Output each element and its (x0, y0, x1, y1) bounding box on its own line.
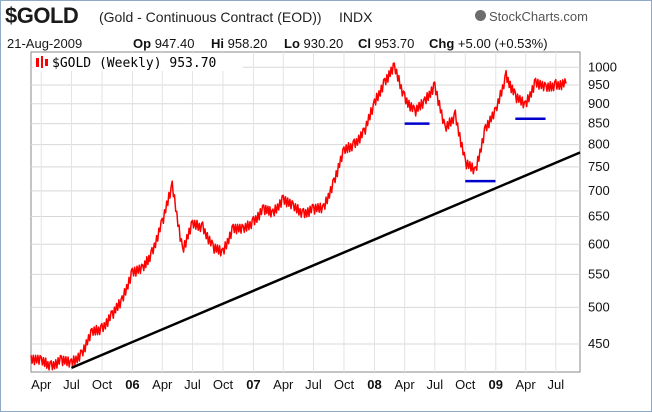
change-quote: Chg +5.00 (+0.53%) (429, 36, 548, 51)
close-label: Cl (358, 36, 371, 51)
series-layer (30, 62, 567, 371)
y-tick-label-2: 550 (588, 266, 610, 281)
y-tick-label-3: 600 (588, 236, 610, 251)
legend-label: $GOLD (Weekly) 953.70 (52, 56, 216, 71)
x-tick-label-16: Apr (516, 377, 537, 392)
high-value: 958.20 (227, 36, 268, 51)
x-tick-label-15: 09 (489, 377, 503, 392)
legend-swatch-icon (36, 56, 48, 68)
x-tick-label-2: Oct (92, 377, 113, 392)
y-tick-label-0: 450 (588, 336, 610, 351)
x-tick-label-17: Jul (547, 377, 564, 392)
symbol-description: (Gold - Continuous Contract (EOD)) (99, 9, 322, 25)
x-tick-label-13: Jul (426, 377, 443, 392)
close-quote: Cl 953.70 (358, 36, 414, 51)
close-value: 953.70 (374, 36, 415, 51)
copyright-icon (475, 10, 486, 21)
x-tick-label-5: Jul (184, 377, 201, 392)
x-tick-label-3: 06 (125, 377, 139, 392)
change-label: Chg (429, 36, 455, 51)
y-tick-label-8: 850 (588, 116, 610, 131)
x-axis: Apr Jul Oct 06 Apr Jul Oct 07 Apr Jul Oct 08 Apr Jul O… (31, 377, 564, 392)
annotation-layer (70, 117, 581, 370)
low-label: Lo (284, 36, 300, 51)
x-tick-label-6: Oct (213, 377, 234, 392)
symbol-title: $GOLD (5, 3, 79, 28)
y-tick-label-9: 900 (588, 96, 610, 111)
y-tick-label-11: 1000 (588, 59, 617, 74)
high-quote: Hi 958.20 (211, 36, 267, 51)
open-quote: Op 947.40 (133, 36, 194, 51)
x-tick-label-12: Apr (395, 377, 416, 392)
legend-bg (33, 54, 243, 71)
low-quote: Lo 930.20 (284, 36, 343, 51)
quote-date: 21-Aug-2009 (7, 36, 83, 51)
brand-link[interactable]: StockCharts.com (489, 9, 588, 24)
x-tick-label-0: Apr (31, 377, 52, 392)
y-tick-label-7: 800 (588, 137, 610, 152)
x-tick-label-11: 08 (367, 377, 381, 392)
y-tick-label-4: 650 (588, 209, 610, 224)
legend: $GOLD (Weekly) 953.70 (33, 54, 243, 71)
x-tick-label-9: Jul (305, 377, 322, 392)
y-axis: 450 500 550 600 650 700 750 800 850 900 950 1000 (588, 59, 617, 351)
x-tick-label-4: Apr (152, 377, 173, 392)
y-tick-label-1: 500 (588, 299, 610, 314)
y-tick-label-10: 950 (588, 77, 610, 92)
gold-price-line (30, 62, 567, 371)
exchange-label: INDX (339, 9, 373, 25)
support-trendline (70, 151, 581, 370)
y-tick-label-5: 700 (588, 183, 610, 198)
y-tick-label-6: 750 (588, 159, 610, 174)
open-label: Op (133, 36, 152, 51)
change-value: +5.00 (+0.53%) (457, 36, 548, 51)
high-label: Hi (211, 36, 224, 51)
x-tick-label-14: Oct (455, 377, 476, 392)
x-tick-label-1: Jul (63, 377, 80, 392)
low-value: 930.20 (303, 36, 344, 51)
x-tick-label-10: Oct (334, 377, 355, 392)
open-value: 947.40 (154, 36, 195, 51)
x-tick-label-7: 07 (246, 377, 260, 392)
x-tick-label-8: Apr (273, 377, 294, 392)
